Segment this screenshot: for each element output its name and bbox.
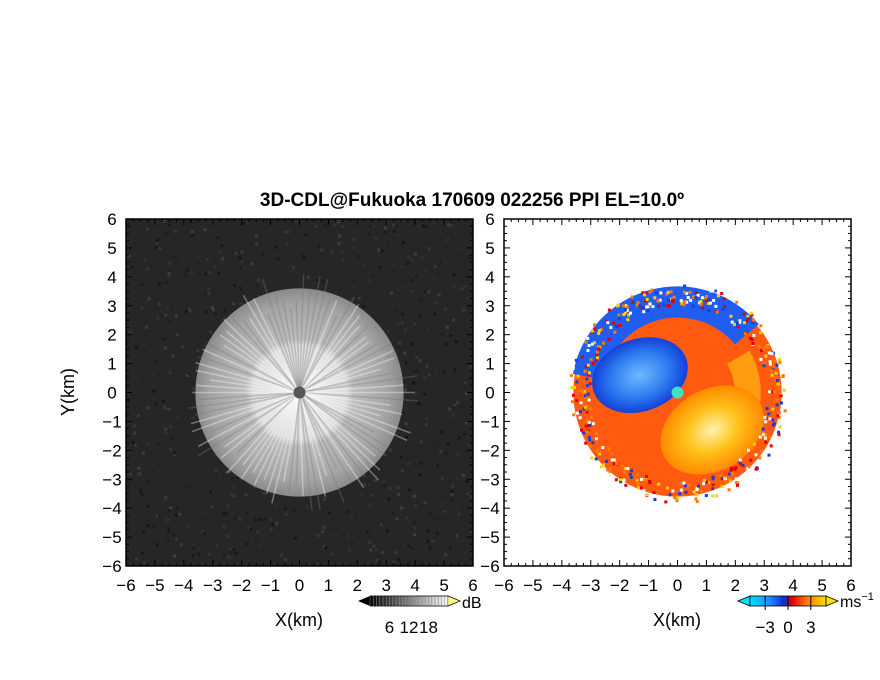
velocity-x-axis-label: X(km) <box>653 610 701 630</box>
intensity-y-tick-label: 2 <box>107 326 116 345</box>
velocity-x-tick-label: −3 <box>581 576 600 595</box>
intensity-x-tick-labels: −6 −5 −4 −3 −2 −1 0 1 2 3 4 5 6 <box>116 576 477 595</box>
intensity-x-axis-label: X(km) <box>275 610 323 630</box>
velocity-y-tick-label: −2 <box>480 441 499 460</box>
velocity-y-tick-label: 1 <box>485 355 494 374</box>
intensity-x-tick-label: 6 <box>468 576 477 595</box>
intensity-colorbar-unit: dB <box>462 595 482 612</box>
velocity-speckle <box>569 284 787 504</box>
velocity-colorbar-unit-base: ms <box>840 594 861 611</box>
intensity-panel: −6 −5 −4 −3 −2 −1 0 1 2 3 4 5 6 6543210−1−2−3−4−5−6 … <box>58 210 478 630</box>
intensity-colorbar-tick-label: 12 <box>400 618 419 637</box>
intensity-rays <box>188 274 418 511</box>
intensity-y-tick-label: 0 <box>107 384 116 403</box>
intensity-y-axis-label: Y(km) <box>58 368 78 416</box>
intensity-x-tick-label: 5 <box>439 576 448 595</box>
velocity-y-tick-labels: 6 5 4 3 2 1 0 −1 −2 −3 −4 −5 −6 <box>480 210 499 576</box>
intensity-x-tick-label: −4 <box>174 576 193 595</box>
velocity-colorbar-high-arrow <box>825 595 840 607</box>
velocity-x-tick-label: −6 <box>494 576 513 595</box>
radar-site-marker <box>293 386 306 399</box>
velocity-y-tick-label: −1 <box>480 412 499 431</box>
intensity-x-tick-label: 3 <box>382 576 391 595</box>
velocity-x-tick-label: −5 <box>523 576 542 595</box>
velocity-y-tick-label: 0 <box>485 384 494 403</box>
intensity-x-tick-label: −3 <box>203 576 222 595</box>
intensity-y-tick-label: −6 <box>102 557 121 576</box>
intensity-x-tick-label: 4 <box>410 576 419 595</box>
intensity-x-tick-label: −1 <box>261 576 280 595</box>
intensity-y-tick-label: 4 <box>107 268 116 287</box>
velocity-x-tick-labels: −6 −5 −4 −3 −2 −1 0 1 2 3 4 5 6 <box>494 576 855 595</box>
intensity-y-tick-label: −5 <box>102 528 121 547</box>
intensity-x-tick-label: 0 <box>295 576 304 595</box>
intensity-x-tick-label: −2 <box>232 576 251 595</box>
velocity-x-tick-label: 5 <box>817 576 826 595</box>
velocity-y-tick-label: −5 <box>480 528 499 547</box>
velocity-colorbar-low-arrow <box>736 595 751 607</box>
intensity-y-tick-labels: 6 5 4 3 2 1 0 −1 −2 −3 −4 −5 −6 <box>102 210 121 576</box>
velocity-x-tick-label: −1 <box>639 576 658 595</box>
intensity-y-tick-label: 6 <box>107 210 116 229</box>
velocity-colorbar-tick-label: −3 <box>756 618 775 637</box>
velocity-panel: −6 −5 −4 −3 −2 −1 0 1 2 3 4 5 6 6543210−1−2−3−4−5−6 … <box>480 210 855 630</box>
velocity-positive-core <box>660 385 764 475</box>
velocity-x-tick-label: −2 <box>610 576 629 595</box>
velocity-approaching-edge <box>572 286 759 380</box>
intensity-y-tick-label: 3 <box>107 297 116 316</box>
intensity-x-tick-label: 1 <box>324 576 333 595</box>
velocity-ticks <box>503 218 852 567</box>
velocity-negative-core <box>592 337 688 414</box>
velocity-colorbar-unit: ms−1 <box>840 591 874 611</box>
intensity-colorbar-low-arrow <box>358 596 370 606</box>
figure-title: 3D-CDL@Fukuoka 170609 022256 PPI EL=10.0… <box>260 190 684 211</box>
intensity-ticks <box>125 218 474 567</box>
intensity-y-tick-label: 5 <box>107 239 116 258</box>
velocity-x-tick-label: 0 <box>673 576 682 595</box>
velocity-colorbar: −3 0 3 ms−1 <box>736 591 874 637</box>
intensity-colorbar-tick-label: 18 <box>419 618 438 637</box>
velocity-x-tick-label: 6 <box>846 576 855 595</box>
intensity-x-tick-label: −6 <box>116 576 135 595</box>
intensity-x-tick-label: 2 <box>353 576 362 595</box>
velocity-y-tick-label: 6 <box>485 210 494 229</box>
velocity-y-tick-label: 5 <box>485 239 494 258</box>
velocity-x-tick-label: 3 <box>760 576 769 595</box>
velocity-y-tick-label: 3 <box>485 297 494 316</box>
intensity-colorbar: 6 12 18 dB <box>358 595 482 637</box>
velocity-x-tick-label: 1 <box>702 576 711 595</box>
intensity-x-tick-label: −5 <box>145 576 164 595</box>
velocity-y-tick-label: −4 <box>480 499 499 518</box>
intensity-y-tick-label: −4 <box>102 499 121 518</box>
velocity-colorbar-unit-exponent: −1 <box>861 591 874 603</box>
intensity-y-tick-label: −2 <box>102 441 121 460</box>
velocity-x-tick-label: −4 <box>552 576 571 595</box>
velocity-y-tick-label: 2 <box>485 326 494 345</box>
intensity-colorbar-tick-label: 6 <box>385 618 394 637</box>
velocity-y-tick-label: 4 <box>485 268 494 287</box>
velocity-radar-site-marker <box>671 386 684 399</box>
intensity-y-tick-label: 1 <box>107 355 116 374</box>
velocity-colorbar-tick-label: 0 <box>783 618 792 637</box>
velocity-y-tick-label: −6 <box>480 557 499 576</box>
velocity-x-tick-label: 4 <box>788 576 797 595</box>
intensity-y-tick-label: −1 <box>102 412 121 431</box>
velocity-x-tick-label: 2 <box>731 576 740 595</box>
velocity-y-tick-label: −3 <box>480 470 499 489</box>
velocity-colorbar-tick-label: 3 <box>806 618 815 637</box>
intensity-y-tick-label: −3 <box>102 470 121 489</box>
